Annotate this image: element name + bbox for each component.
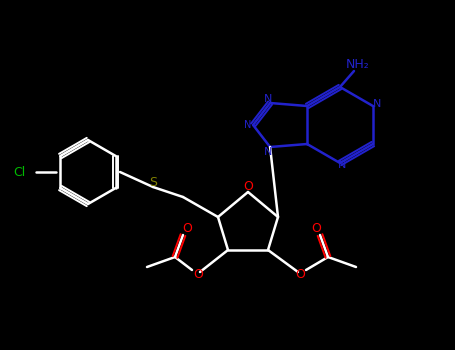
Text: N: N	[373, 99, 381, 109]
Text: O: O	[311, 223, 321, 236]
Text: O: O	[182, 223, 192, 236]
Text: N: N	[338, 160, 346, 170]
Text: N: N	[244, 120, 252, 130]
Text: O: O	[243, 181, 253, 194]
Text: Cl: Cl	[14, 166, 26, 178]
Text: N: N	[264, 147, 272, 157]
Text: NH₂: NH₂	[346, 58, 370, 71]
Text: O: O	[295, 268, 305, 281]
Text: O: O	[193, 268, 203, 281]
Text: S: S	[149, 175, 157, 189]
Text: N: N	[264, 94, 272, 104]
